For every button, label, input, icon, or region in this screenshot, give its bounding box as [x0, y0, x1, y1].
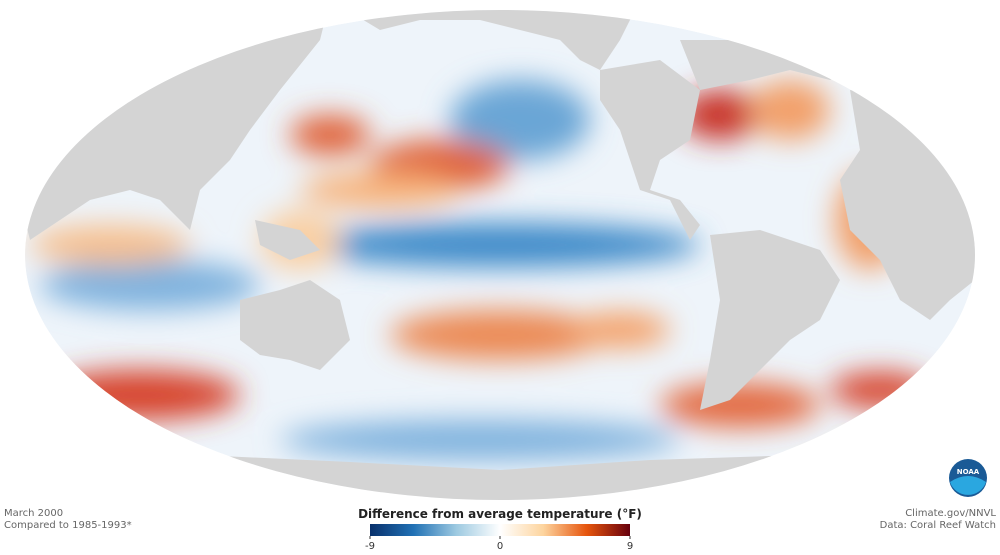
credit-data: Data: Coral Reef Watch: [880, 520, 996, 531]
noaa-logo: NOAA: [949, 459, 987, 497]
colorbar-tick-label: -9: [365, 541, 375, 552]
credit-source: Climate.gov/NNVL: [905, 508, 996, 519]
colorbar-tick-label: 0: [497, 541, 503, 552]
colorbar: -9 0 9: [365, 524, 633, 552]
colorbar-title: Difference from average temperature (°F): [358, 507, 642, 521]
caption-date: March 2000: [4, 508, 63, 519]
colorbar-tick-label: 9: [627, 541, 633, 552]
colorbar-gradient: [370, 524, 630, 536]
anomaly-field: [30, 80, 930, 460]
logo-text: NOAA: [957, 468, 980, 476]
logo-wave: [950, 476, 986, 495]
caption-baseline: Compared to 1985-1993*: [4, 520, 132, 531]
